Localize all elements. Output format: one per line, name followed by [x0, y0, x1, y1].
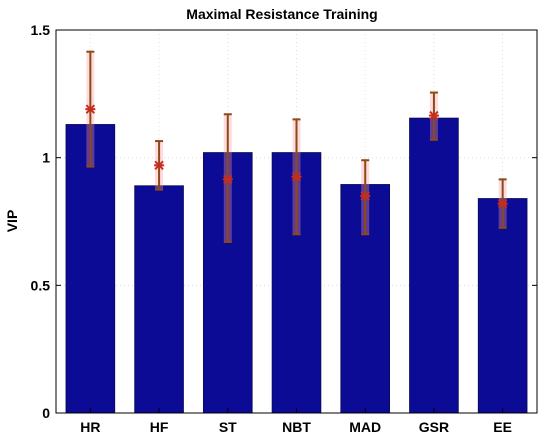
error-center-marker [154, 160, 165, 171]
error-bar-gsr [428, 91, 439, 141]
y-axis-label: VIP [4, 210, 20, 233]
error-center-marker [291, 172, 302, 182]
error-center-marker [85, 104, 96, 114]
error-bar-mad [360, 159, 371, 236]
x-tick-label: NBT [282, 419, 311, 435]
x-axis-ticks: HR HF ST NBT MAD GSR EE [80, 408, 512, 435]
error-center-marker [428, 110, 439, 121]
bar-ee [477, 198, 528, 414]
bar-hf [134, 185, 184, 414]
bar-hr [65, 124, 116, 414]
error-center-marker [497, 198, 508, 209]
x-tick-label: HF [150, 419, 169, 435]
bar-gsr [409, 117, 459, 414]
y-tick-label: 1 [42, 150, 50, 166]
error-center-marker [222, 174, 233, 185]
error-bar-ee [497, 178, 508, 229]
y-tick-label: 0 [42, 405, 50, 421]
chart-title: Maximal Resistance Training [186, 6, 377, 22]
error-bar-hf [154, 140, 165, 191]
bars [65, 117, 528, 414]
x-tick-label: GSR [419, 419, 449, 435]
x-tick-label: HR [80, 419, 100, 435]
x-tick-label: ST [219, 419, 237, 435]
x-tick-label: EE [493, 419, 512, 435]
y-tick-label: 0.5 [31, 277, 51, 293]
plot-frame [55, 29, 538, 414]
y-tick-label: 1.5 [31, 22, 51, 38]
y-axis-ticks: 0 0.5 1 1.5 [31, 22, 537, 421]
x-tick-label: MAD [349, 419, 381, 435]
error-bars [85, 50, 508, 243]
error-bar-st [222, 113, 233, 243]
error-center-marker [360, 191, 371, 201]
error-bar-hr [85, 50, 96, 168]
error-bar-nbt [291, 118, 302, 236]
